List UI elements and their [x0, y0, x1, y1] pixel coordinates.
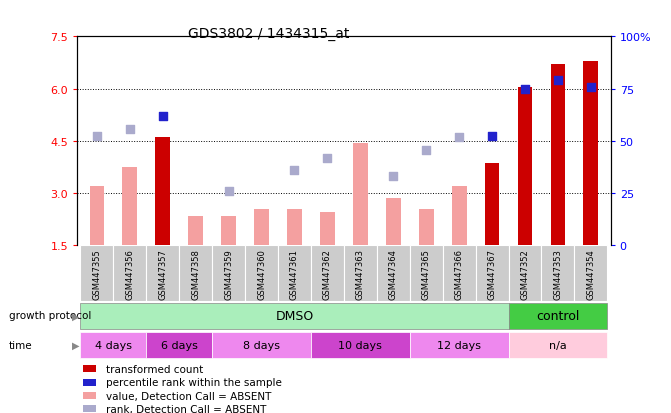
Text: GSM447366: GSM447366 — [455, 248, 464, 299]
Text: value, Detection Call = ABSENT: value, Detection Call = ABSENT — [105, 391, 271, 401]
Text: GSM447353: GSM447353 — [554, 248, 562, 299]
Bar — [509, 332, 607, 358]
Text: GSM447352: GSM447352 — [521, 248, 529, 299]
Bar — [83, 406, 96, 413]
Text: growth protocol: growth protocol — [9, 311, 91, 320]
Bar — [254, 209, 269, 246]
Point — [125, 126, 136, 133]
Text: 4 days: 4 days — [95, 340, 132, 350]
Text: GSM447359: GSM447359 — [224, 248, 233, 299]
Point — [586, 84, 597, 91]
Text: 6 days: 6 days — [161, 340, 198, 350]
Bar — [221, 216, 236, 246]
Bar — [320, 213, 335, 246]
Text: ▶: ▶ — [72, 340, 80, 350]
Bar — [476, 246, 509, 301]
Bar — [212, 246, 245, 301]
Text: percentile rank within the sample: percentile rank within the sample — [105, 377, 281, 387]
Point — [421, 147, 431, 154]
Bar — [146, 332, 212, 358]
Bar — [81, 332, 146, 358]
Bar — [509, 303, 607, 329]
Bar — [517, 88, 532, 246]
Text: GSM447362: GSM447362 — [323, 248, 332, 299]
Text: GSM447364: GSM447364 — [389, 248, 398, 299]
Text: 12 days: 12 days — [437, 340, 481, 350]
Bar — [550, 65, 566, 246]
Point — [289, 168, 300, 174]
Bar — [212, 332, 311, 358]
Text: GSM447354: GSM447354 — [586, 248, 595, 299]
Bar — [443, 246, 476, 301]
Text: GSM447357: GSM447357 — [158, 248, 167, 299]
Text: GSM447356: GSM447356 — [125, 248, 134, 299]
Bar — [377, 246, 410, 301]
Bar — [452, 187, 466, 246]
Bar — [574, 246, 607, 301]
Bar — [179, 246, 212, 301]
Text: ▶: ▶ — [72, 311, 80, 320]
Point — [91, 133, 102, 140]
Point — [388, 173, 399, 180]
Bar — [509, 246, 541, 301]
Bar — [245, 246, 278, 301]
Bar — [541, 246, 574, 301]
Bar — [287, 209, 302, 246]
Text: transformed count: transformed count — [105, 364, 203, 374]
Text: DMSO: DMSO — [275, 309, 313, 323]
Bar — [386, 199, 401, 246]
Text: 10 days: 10 days — [338, 340, 382, 350]
Bar — [81, 246, 113, 301]
Point — [519, 86, 530, 93]
Bar — [584, 62, 599, 246]
Text: GDS3802 / 1434315_at: GDS3802 / 1434315_at — [188, 27, 349, 41]
Point — [223, 189, 234, 195]
Text: GSM447363: GSM447363 — [356, 248, 365, 299]
Point — [552, 77, 563, 84]
Text: 8 days: 8 days — [243, 340, 280, 350]
Text: GSM447355: GSM447355 — [93, 248, 101, 299]
Text: GSM447358: GSM447358 — [191, 248, 200, 299]
Point — [486, 133, 497, 140]
Bar — [410, 246, 443, 301]
Bar — [311, 332, 410, 358]
Bar — [278, 246, 311, 301]
Bar — [353, 143, 368, 246]
Bar — [83, 379, 96, 386]
Bar — [311, 246, 344, 301]
Bar — [89, 187, 104, 246]
Text: GSM447361: GSM447361 — [290, 248, 299, 299]
Bar — [410, 332, 509, 358]
Point — [454, 135, 464, 141]
Text: time: time — [9, 340, 32, 350]
Text: GSM447360: GSM447360 — [257, 248, 266, 299]
Bar — [122, 168, 138, 246]
Point — [158, 114, 168, 121]
Text: GSM447365: GSM447365 — [421, 248, 431, 299]
Bar — [484, 164, 499, 246]
Text: control: control — [536, 309, 580, 323]
Text: rank, Detection Call = ABSENT: rank, Detection Call = ABSENT — [105, 404, 266, 413]
Bar — [156, 138, 170, 246]
Bar — [113, 246, 146, 301]
Bar — [81, 303, 509, 329]
Text: GSM447367: GSM447367 — [488, 248, 497, 299]
Bar — [344, 246, 377, 301]
Bar — [189, 216, 203, 246]
Bar — [146, 246, 179, 301]
Point — [322, 156, 333, 162]
Text: n/a: n/a — [549, 340, 567, 350]
Bar — [419, 209, 433, 246]
Bar — [83, 365, 96, 372]
Bar — [83, 392, 96, 399]
